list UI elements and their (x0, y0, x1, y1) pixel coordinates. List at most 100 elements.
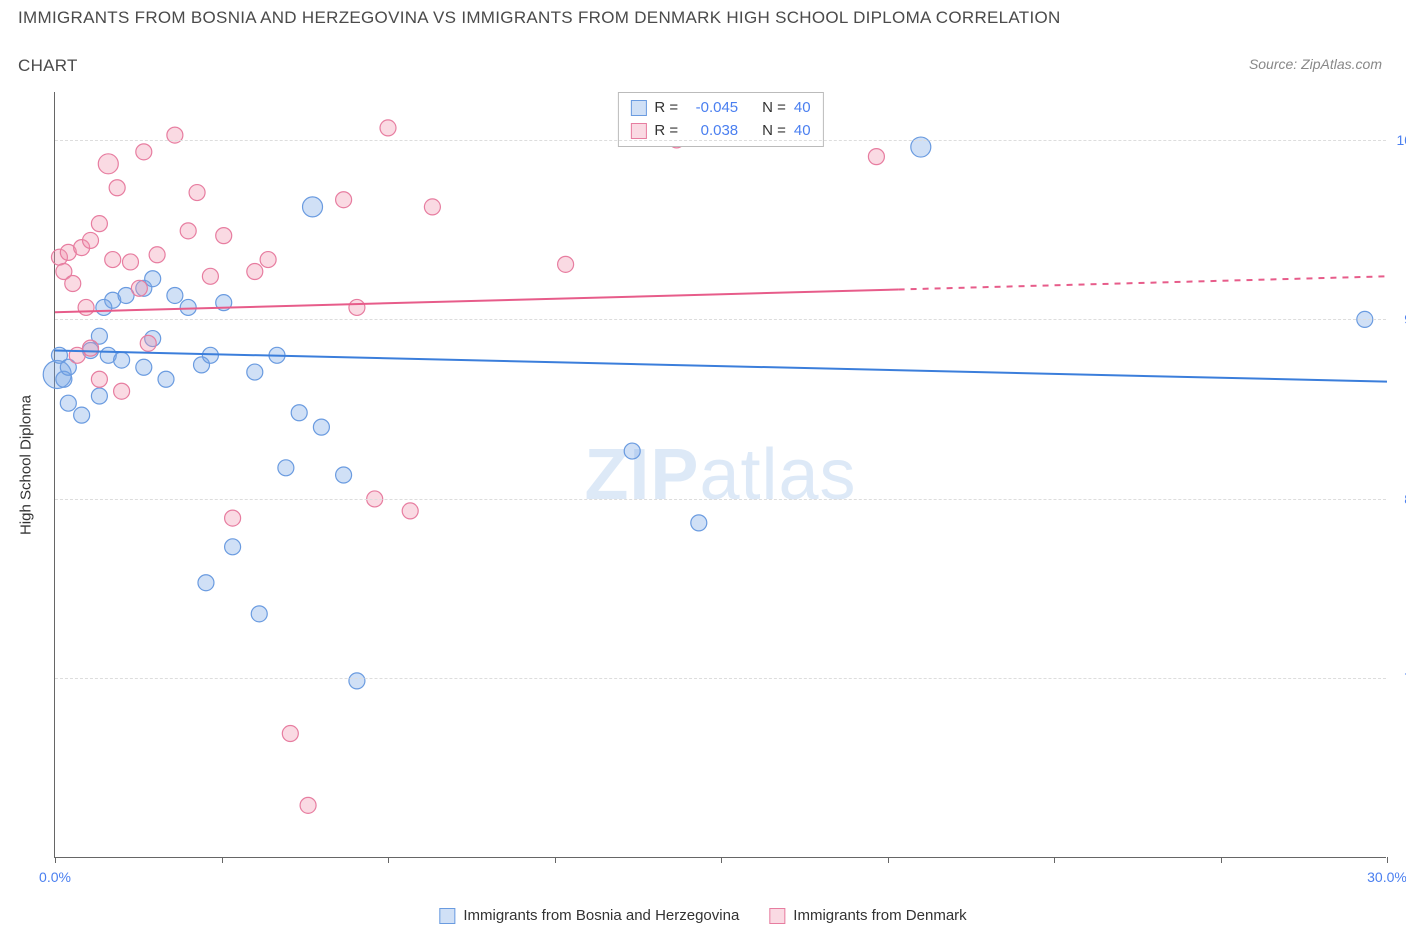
scatter-point (247, 264, 263, 280)
scatter-point (868, 149, 884, 165)
scatter-point (167, 287, 183, 303)
stats-r-label: R = (654, 97, 678, 120)
chart-title: IMMIGRANTS FROM BOSNIA AND HERZEGOVINA V… (18, 8, 1061, 28)
x-tick (721, 857, 722, 863)
scatter-point (136, 144, 152, 160)
plot-area: ZIPatlas R =-0.045N =40R =0.038N =40 77.… (54, 92, 1386, 858)
x-tick (888, 857, 889, 863)
scatter-point (105, 252, 121, 268)
scatter-point (180, 299, 196, 315)
scatter-point (60, 395, 76, 411)
stats-r-value: 0.038 (686, 120, 738, 143)
scatter-point (98, 154, 118, 174)
scatter-point (380, 120, 396, 136)
x-tick (1054, 857, 1055, 863)
scatter-point (225, 510, 241, 526)
x-tick (222, 857, 223, 863)
scatter-point (247, 364, 263, 380)
y-tick-label: 85.0% (1390, 491, 1406, 507)
scatter-point (202, 347, 218, 363)
scatter-point (691, 515, 707, 531)
scatter-point (158, 371, 174, 387)
scatter-point (336, 192, 352, 208)
scatter-point (402, 503, 418, 519)
scatter-point (424, 199, 440, 215)
legend-swatch (630, 100, 646, 116)
legend-swatch (439, 908, 455, 924)
scatter-point (260, 252, 276, 268)
y-axis-title: High School Diploma (18, 395, 35, 535)
scatter-point (349, 673, 365, 689)
scatter-point (202, 268, 218, 284)
stats-r-value: -0.045 (686, 97, 738, 120)
scatter-point (225, 539, 241, 555)
scatter-point (136, 359, 152, 375)
scatter-point (65, 276, 81, 292)
grid-line (55, 319, 1386, 320)
scatter-point (149, 247, 165, 263)
scatter-point (83, 232, 99, 248)
stats-n-value: 40 (794, 97, 811, 120)
scatter-point (122, 254, 138, 270)
scatter-point (189, 185, 205, 201)
source-label: Source: ZipAtlas.com (1249, 56, 1382, 72)
x-tick (388, 857, 389, 863)
scatter-point (74, 407, 90, 423)
scatter-point (300, 797, 316, 813)
scatter-point (558, 256, 574, 272)
scatter-point (282, 726, 298, 742)
scatter-point (303, 197, 323, 217)
x-tick-label: 30.0% (1367, 869, 1406, 885)
grid-line (55, 140, 1386, 141)
scatter-point (96, 299, 112, 315)
legend-item: Immigrants from Bosnia and Herzegovina (439, 907, 739, 924)
stats-r-label: R = (654, 120, 678, 143)
stats-n-value: 40 (794, 120, 811, 143)
scatter-point (78, 299, 94, 315)
y-tick-label: 100.0% (1390, 132, 1406, 148)
grid-line (55, 499, 1386, 500)
trend-line-dashed (899, 276, 1387, 289)
x-tick (555, 857, 556, 863)
scatter-point (251, 606, 267, 622)
scatter-point (114, 383, 130, 399)
stats-box: R = -0.045 N = 40 R = 0.038 N = 40 (617, 92, 823, 147)
stats-n-label: N = (762, 97, 786, 120)
chart-subtitle: CHART (18, 56, 78, 76)
scatter-point (91, 216, 107, 232)
stats-row: R = 0.038 N = 40 (630, 120, 810, 143)
scatter-point (114, 352, 130, 368)
scatter-point (91, 371, 107, 387)
x-tick (1387, 857, 1388, 863)
legend-item: Immigrants from Denmark (769, 907, 966, 924)
scatter-point (278, 460, 294, 476)
scatter-point (216, 228, 232, 244)
scatter-point (313, 419, 329, 435)
scatter-point (109, 180, 125, 196)
bottom-legend: Immigrants from Bosnia and Herzegovina Im… (439, 907, 966, 924)
scatter-point (145, 271, 161, 287)
y-tick-label: 77.5% (1390, 670, 1406, 686)
x-tick (55, 857, 56, 863)
legend-label: Immigrants from Bosnia and Herzegovina (463, 907, 739, 924)
legend-swatch (769, 908, 785, 924)
y-tick-label: 92.5% (1390, 311, 1406, 327)
scatter-point (291, 405, 307, 421)
scatter-point (140, 335, 156, 351)
x-tick (1221, 857, 1222, 863)
scatter-point (83, 340, 99, 356)
grid-line (55, 678, 1386, 679)
scatter-point (91, 388, 107, 404)
legend-label: Immigrants from Denmark (793, 907, 966, 924)
scatter-point (180, 223, 196, 239)
scatter-point (198, 575, 214, 591)
scatter-point (624, 443, 640, 459)
stats-row: R = -0.045 N = 40 (630, 97, 810, 120)
scatter-point (349, 299, 365, 315)
scatter-point (131, 280, 147, 296)
chart-svg (55, 92, 1386, 857)
legend-swatch (630, 123, 646, 139)
scatter-point (336, 467, 352, 483)
x-tick-label: 0.0% (39, 869, 71, 885)
stats-n-label: N = (762, 120, 786, 143)
